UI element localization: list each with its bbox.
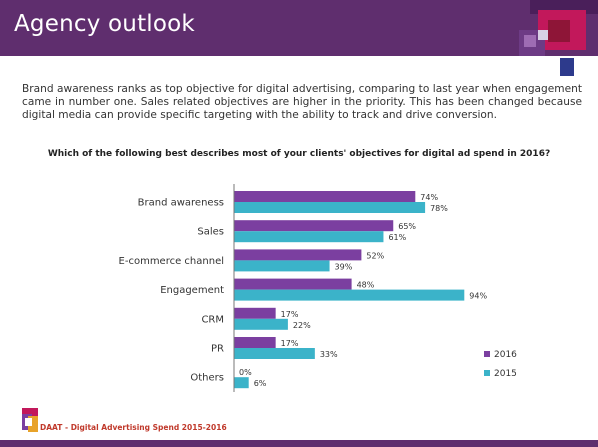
bar-2016 — [234, 278, 352, 290]
category-label: Others — [190, 373, 224, 384]
data-label: 48% — [357, 281, 375, 290]
category-label: Sales — [197, 227, 224, 238]
bar-2015 — [234, 202, 426, 213]
legend-swatch-2015 — [484, 370, 490, 376]
survey-question: Which of the following best describes mo… — [47, 149, 551, 159]
bar-2015 — [234, 289, 465, 301]
data-label: 74% — [420, 193, 438, 202]
page-title: Agency outlook — [14, 11, 195, 37]
data-label: 78% — [430, 204, 448, 213]
bar-2016 — [234, 220, 394, 232]
category-label: PR — [211, 344, 224, 355]
data-label: 17% — [281, 339, 299, 348]
data-label: 61% — [388, 233, 406, 242]
category-label: CRM — [201, 314, 224, 325]
bar-2015 — [234, 348, 315, 359]
data-label: 65% — [398, 222, 416, 231]
legend-label-2016: 2016 — [494, 350, 517, 360]
header-bar: Agency outlook — [0, 0, 598, 76]
category-label: Engagement — [160, 285, 224, 296]
bar-2015 — [234, 260, 330, 272]
intro-paragraph: Brand awareness ranks as top objective f… — [22, 83, 582, 121]
bar-2015 — [234, 231, 384, 243]
data-label: 33% — [320, 350, 338, 359]
objectives-bar-chart: Brand awareness 74% 78% Sales 65% 61% E-commer… — [119, 184, 517, 392]
bar-2016 — [234, 337, 276, 348]
bar-2015 — [234, 377, 249, 389]
data-label: 22% — [293, 321, 311, 330]
data-label: 0% — [239, 368, 252, 377]
bar-2015 — [234, 318, 288, 330]
data-label: 52% — [366, 251, 384, 260]
bar-2016 — [234, 249, 362, 261]
source-footer: DAAT - Digital Advertising Spend 2015-20… — [40, 423, 227, 432]
daat-logo — [22, 408, 38, 432]
category-label: Brand awareness — [138, 198, 224, 209]
legend-label-2015: 2015 — [494, 369, 517, 379]
footer-bar — [0, 440, 598, 447]
bar-2016 — [234, 307, 276, 319]
legend-swatch-2016 — [484, 351, 490, 357]
data-label: 39% — [335, 262, 353, 271]
data-label: 17% — [281, 310, 299, 319]
decorative-squares-graphic — [519, 0, 598, 76]
bar-2016 — [234, 191, 416, 202]
category-label: E-commerce channel — [119, 256, 224, 267]
data-label: 94% — [469, 292, 487, 301]
data-label: 6% — [254, 379, 267, 388]
